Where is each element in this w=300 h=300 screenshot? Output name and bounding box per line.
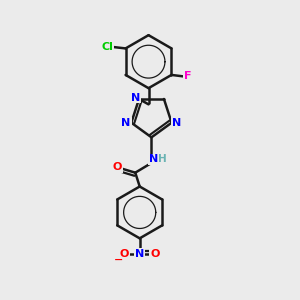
Text: −: − xyxy=(114,255,123,265)
Text: N: N xyxy=(149,154,158,164)
Text: O: O xyxy=(120,249,129,259)
Text: H: H xyxy=(158,154,167,164)
Text: N: N xyxy=(135,249,144,259)
Text: O: O xyxy=(113,162,122,172)
Text: Cl: Cl xyxy=(101,42,113,52)
Text: O: O xyxy=(150,249,160,259)
Text: N: N xyxy=(172,118,182,128)
Text: N: N xyxy=(122,118,130,128)
Text: F: F xyxy=(184,71,191,81)
Text: N: N xyxy=(131,92,140,103)
